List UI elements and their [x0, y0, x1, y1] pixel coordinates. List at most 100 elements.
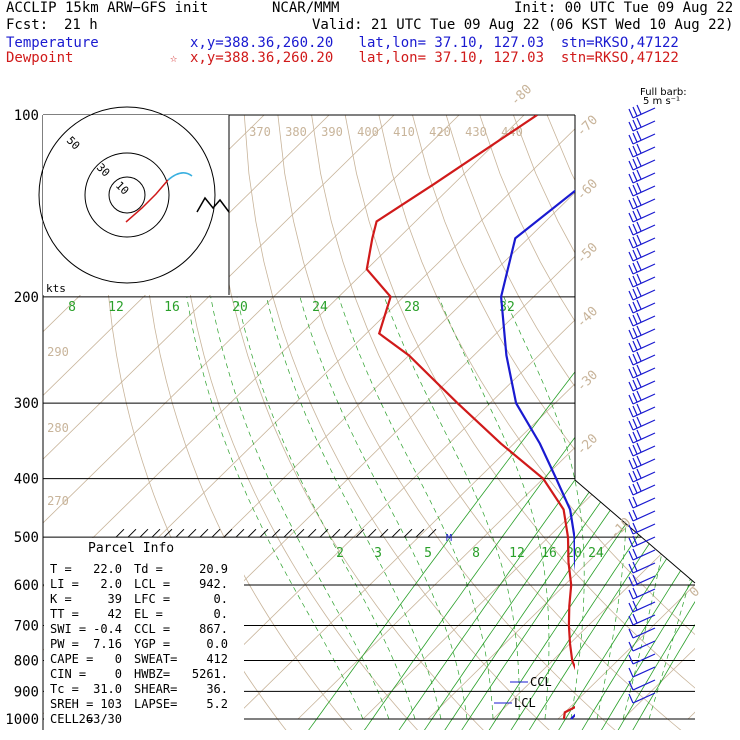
- wind-barb-feather: [636, 260, 642, 271]
- wind-barb-feather: [628, 459, 634, 470]
- wind-barb-feather: [632, 249, 638, 260]
- wind-barb-feather: [628, 524, 634, 535]
- wind-barb-feather: [628, 160, 634, 171]
- wind-barb-feather: [628, 329, 634, 340]
- wind-barb-feather: [636, 273, 642, 284]
- parcel-field-value: 263/30: [79, 712, 122, 726]
- wind-barb: [632, 497, 656, 509]
- wind-barb-column: Full barb:5 m s⁻¹: [628, 87, 687, 704]
- theta-tick-label: 380: [285, 125, 307, 139]
- wind-barb-feather: [628, 368, 634, 379]
- wind-barb-feather: [628, 641, 634, 652]
- wind-barb-feather: [636, 156, 642, 167]
- barb-legend-title: Full barb:: [640, 87, 687, 98]
- wind-barb-feather: [636, 221, 642, 232]
- dry-adiabat-line: [344, 115, 695, 730]
- wind-barb-feather: [628, 420, 634, 431]
- wind-barb-feather: [636, 286, 642, 297]
- wind-barb-feather: [636, 364, 642, 375]
- wind-barb-feather: [632, 353, 638, 364]
- parcel-field-value: 42: [108, 607, 122, 621]
- wind-barb-feather: [632, 340, 638, 351]
- isotherm-line: [362, 115, 695, 720]
- theta-tick-label: 270: [47, 494, 69, 508]
- hatch-mark: [391, 528, 401, 538]
- wind-barb-feather: [628, 498, 634, 509]
- hatch-mark: [235, 528, 245, 538]
- dry-adiabat-line: [311, 115, 684, 730]
- moist-adiabat-line: [438, 296, 550, 720]
- wind-barb: [632, 237, 656, 249]
- wind-barb-feather: [636, 169, 642, 180]
- wind-barb-feather: [636, 234, 642, 245]
- pressure-tick-label: 800: [14, 653, 39, 669]
- isotherm-line: [427, 115, 695, 720]
- mixing-ratio-label: 12: [509, 546, 525, 561]
- wind-barb-feather: [628, 381, 634, 392]
- temperature-profile-line: [499, 189, 575, 720]
- wind-barb-feather: [632, 158, 638, 169]
- parcel-field-label: Tc =: [50, 682, 79, 696]
- hatch-mark: [187, 528, 197, 538]
- dry-adiabat-line: [580, 115, 695, 730]
- wind-barb-feather: [632, 613, 638, 624]
- theta-tick-label: 390: [321, 125, 343, 139]
- wind-barb: [632, 653, 656, 665]
- parcel-field-label: K =: [50, 592, 72, 606]
- parcel-field-label: Td =: [134, 562, 163, 576]
- wind-barb-feather: [632, 548, 638, 559]
- wind-barb-feather: [632, 470, 638, 481]
- dewpoint-station-info: x,y=388.36,260.20 lat,lon= 37.10, 127.03…: [190, 50, 679, 66]
- parcel-info-title: Parcel Info: [88, 541, 174, 556]
- hatch-mark: [139, 528, 149, 538]
- wind-barb-feather: [636, 403, 642, 414]
- dewpoint-legend-label: Dewpoint: [6, 50, 74, 66]
- parcel-field-value: -0.4: [93, 622, 122, 636]
- parcel-field-value: 0: [115, 667, 122, 681]
- center-label: NCAR/MMM: [272, 0, 340, 16]
- parcel-field-label: LCL =: [134, 577, 170, 591]
- parcel-field-label: TT =: [50, 607, 79, 621]
- wind-barb-feather: [632, 457, 638, 468]
- wind-barb: [632, 133, 656, 145]
- mixing-ratio-line: [443, 283, 695, 730]
- mixing-ratio-line: [460, 283, 695, 730]
- wind-barb: [632, 354, 656, 366]
- hatch-mark: [355, 528, 365, 538]
- dry-adiabat-line: [479, 115, 695, 730]
- parcel-field-label: YGP =: [134, 637, 170, 651]
- dry-adiabat-line: [546, 115, 695, 730]
- mixing-ratio-label: 24: [312, 300, 328, 315]
- theta-tick-label: 400: [357, 125, 379, 139]
- wind-barb-feather: [628, 485, 634, 496]
- wind-barb: [632, 159, 656, 171]
- mixing-ratio-label: 16: [541, 546, 557, 561]
- mixing-ratio-line: [307, 283, 644, 730]
- mixing-ratio-tick-labels: 8 12 16 20 24 28 322 3 5 8 12 16 20 24: [68, 300, 604, 561]
- dry-adiabat-line: [681, 115, 695, 730]
- wind-barb: [632, 666, 656, 678]
- hatch-mark: [175, 528, 185, 538]
- dry-adiabat-line: [513, 115, 695, 730]
- hatch-mark: [271, 528, 281, 538]
- parcel-field-value: 0: [115, 652, 122, 666]
- pressure-tick-label: 300: [14, 396, 39, 412]
- hatch-mark: [307, 528, 317, 538]
- temperature-tick-label: -80: [508, 82, 535, 109]
- wind-barb: [632, 146, 656, 158]
- pressure-tick-label: 500: [14, 530, 39, 546]
- moist-adiabat-line: [580, 296, 627, 720]
- parcel-box-bg: [44, 538, 244, 730]
- wind-barb-feather: [632, 314, 638, 325]
- parcel-field-value: 5.2: [206, 697, 228, 711]
- temperature-tick-label: -60: [574, 176, 601, 203]
- wind-barb: [632, 601, 656, 613]
- moist-adiabat-line: [210, 296, 390, 720]
- wind-barb-feather: [632, 379, 638, 390]
- wind-barb-feather: [628, 693, 634, 704]
- pressure-tick-label: 1000: [5, 712, 39, 728]
- moist-adiabat-line: [503, 296, 585, 720]
- wind-barb-feather: [628, 667, 634, 678]
- wind-barb-feather: [636, 481, 642, 492]
